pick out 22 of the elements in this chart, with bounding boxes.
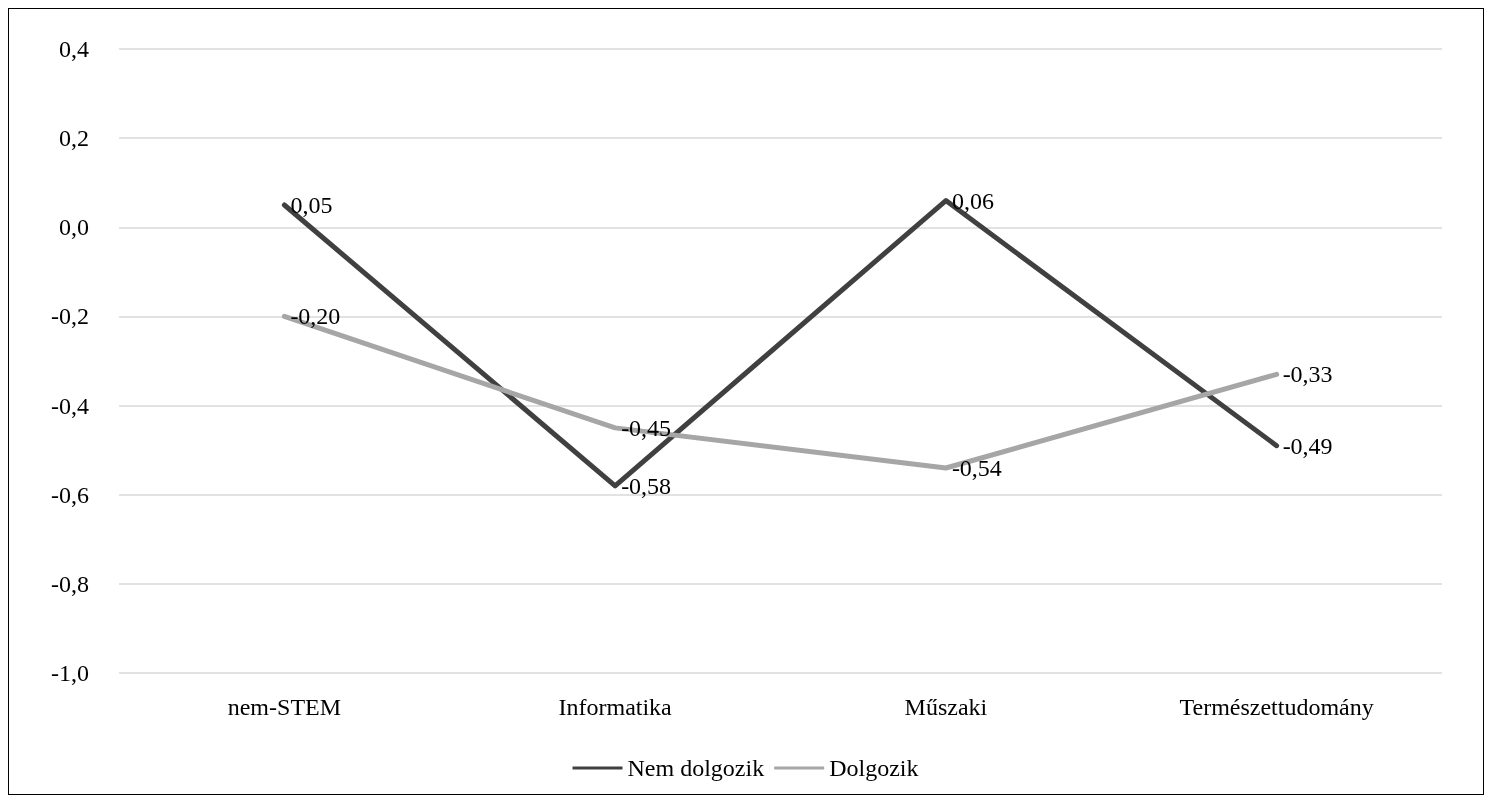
- legend-label: Dolgozik: [829, 755, 919, 781]
- x-tick-label: Műszaki: [904, 694, 988, 720]
- y-tick-label: -0,8: [51, 570, 89, 597]
- legend-label: Nem dolgozik: [627, 755, 765, 781]
- data-label: -0,45: [621, 414, 672, 441]
- data-label: -0,20: [290, 303, 341, 330]
- data-label: 0,05: [290, 192, 333, 218]
- data-label: -0,58: [621, 472, 672, 499]
- y-tick-label: 0,2: [59, 125, 89, 152]
- data-label: -0,49: [1282, 432, 1333, 459]
- y-tick-label: -1,0: [51, 660, 89, 686]
- y-tick-label: 0,4: [59, 36, 89, 62]
- y-tick-label: -0,2: [51, 303, 89, 330]
- x-tick-label: Informatika: [558, 694, 673, 720]
- x-tick-label: Természettudomány: [1179, 694, 1374, 720]
- data-label: 0,06: [951, 187, 994, 214]
- y-tick-label: -0,4: [51, 392, 89, 419]
- y-tick-label: -0,6: [51, 481, 89, 508]
- x-tick-label: nem-STEM: [227, 694, 342, 720]
- data-label: -0,33: [1282, 361, 1333, 388]
- data-label: -0,54: [951, 454, 1002, 481]
- y-tick-label: 0,0: [59, 214, 89, 241]
